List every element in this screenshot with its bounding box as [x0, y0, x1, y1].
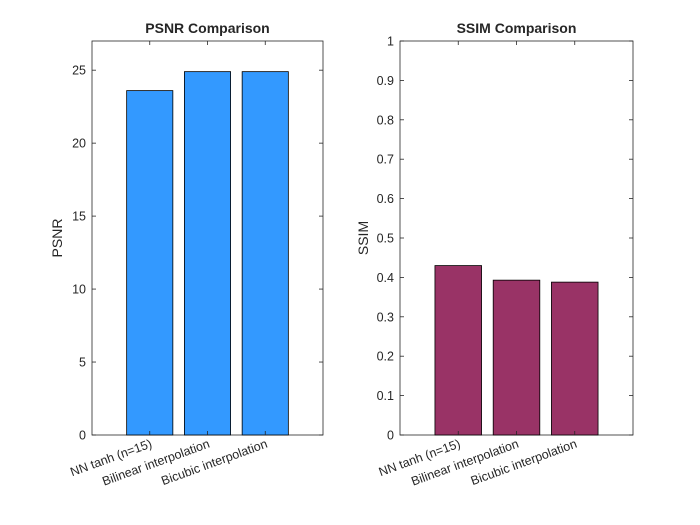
ssim-ytick-label: 0.4 [377, 271, 394, 285]
psnr-ytick-label: 20 [72, 137, 86, 151]
ssim-ytick-label: 0.5 [377, 232, 394, 246]
ssim-chart-title: SSIM Comparison [457, 20, 577, 36]
ssim-y-axis-label: SSIM [355, 221, 371, 255]
ssim-bar [551, 281, 599, 436]
ssim-bar [434, 265, 482, 436]
ssim-ytick-label: 1 [387, 35, 394, 49]
ssim-ytick-label: 0.8 [377, 113, 394, 127]
ssim-ytick-label: 0 [387, 429, 394, 443]
ssim-ytick-label: 0.3 [377, 310, 394, 324]
psnr-ytick-label: 10 [72, 283, 86, 297]
psnr-ytick-label: 15 [72, 210, 86, 224]
psnr-ytick-label: 5 [79, 356, 86, 370]
ssim-bar [492, 279, 541, 436]
ssim-ytick-label: 0.6 [377, 192, 394, 206]
ssim-ytick-label: 0.7 [377, 153, 394, 167]
psnr-bar [241, 71, 289, 436]
psnr-chart-title: PSNR Comparison [145, 20, 269, 36]
ssim-ytick-label: 0.9 [377, 74, 394, 88]
ssim-ytick-label: 0.2 [377, 350, 394, 364]
psnr-bar [183, 71, 231, 436]
ssim-ytick-label: 0.1 [377, 389, 394, 403]
psnr-bar [126, 90, 174, 436]
psnr-ytick-label: 0 [79, 429, 86, 443]
psnr-y-axis-label: PSNR [49, 219, 65, 258]
psnr-ytick-label: 25 [72, 64, 86, 78]
